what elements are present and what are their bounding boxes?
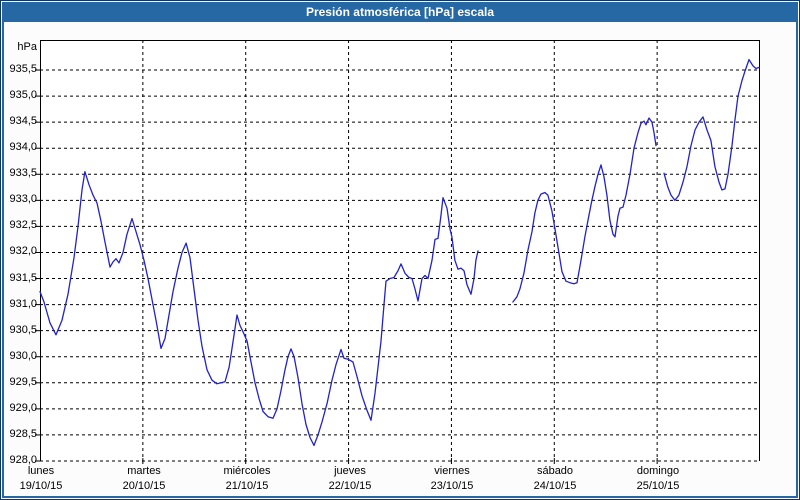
y-tick-label: 933,0 xyxy=(9,193,37,205)
y-tick-label: 933,5 xyxy=(9,167,37,179)
y-tick-label: 930,0 xyxy=(9,350,37,362)
x-day-weekday: martes xyxy=(127,465,161,477)
y-tick-label: 935,0 xyxy=(9,89,37,101)
title-bar: Presión atmosférica [hPa] escala xyxy=(2,2,798,22)
pressure-line-segment xyxy=(39,171,479,447)
x-day-weekday: jueves xyxy=(334,465,366,477)
y-axis-unit-label: hPa xyxy=(17,41,37,53)
y-tick-label: 935,5 xyxy=(9,63,37,75)
y-tick-label: 930,5 xyxy=(9,324,37,336)
x-day-weekday: viernes xyxy=(434,465,470,477)
x-day-weekday: domingo xyxy=(636,465,680,477)
x-day-label: sábado 24/10/15 xyxy=(504,464,606,494)
x-day-label: viernes 23/10/15 xyxy=(401,464,503,494)
pressure-line-segment xyxy=(663,58,760,201)
x-day-weekday: lunes xyxy=(27,465,55,477)
y-tick-label: 932,5 xyxy=(9,219,37,231)
y-tick-label: 928,5 xyxy=(9,428,37,440)
y-tick-label: 928,0 xyxy=(9,454,37,466)
y-tick-label: 929,5 xyxy=(9,376,37,388)
x-day-weekday: miércoles xyxy=(223,465,271,477)
x-day-weekday: sábado xyxy=(536,465,574,477)
y-tick-label: 932,0 xyxy=(9,245,37,257)
x-day-date: 20/10/15 xyxy=(122,480,166,492)
window-title: Presión atmosférica [hPa] escala xyxy=(305,5,495,19)
x-day-date: 21/10/15 xyxy=(225,480,269,492)
y-tick-label: 931,0 xyxy=(9,298,37,310)
plot-background xyxy=(40,40,760,461)
x-day-label: jueves 22/10/15 xyxy=(299,464,401,494)
x-day-date: 22/10/15 xyxy=(328,480,372,492)
y-tick-label: 931,5 xyxy=(9,272,37,284)
plot-border xyxy=(40,40,760,461)
x-day-date: 19/10/15 xyxy=(19,480,63,492)
x-day-label: martes 20/10/15 xyxy=(93,464,195,494)
y-tick-label: 929,0 xyxy=(9,402,37,414)
y-tick-label: 934,5 xyxy=(9,115,37,127)
x-day-date: 23/10/15 xyxy=(430,480,474,492)
x-day-date: 24/10/15 xyxy=(533,480,577,492)
y-tick-label: 934,0 xyxy=(9,141,37,153)
plot-area xyxy=(35,40,760,464)
pressure-line-segment xyxy=(512,117,657,303)
x-day-label: miércoles 21/10/15 xyxy=(196,464,298,494)
x-day-label: lunes 19/10/15 xyxy=(1,464,92,494)
x-day-label: domingo 25/10/15 xyxy=(607,464,709,494)
x-day-date: 25/10/15 xyxy=(636,480,680,492)
